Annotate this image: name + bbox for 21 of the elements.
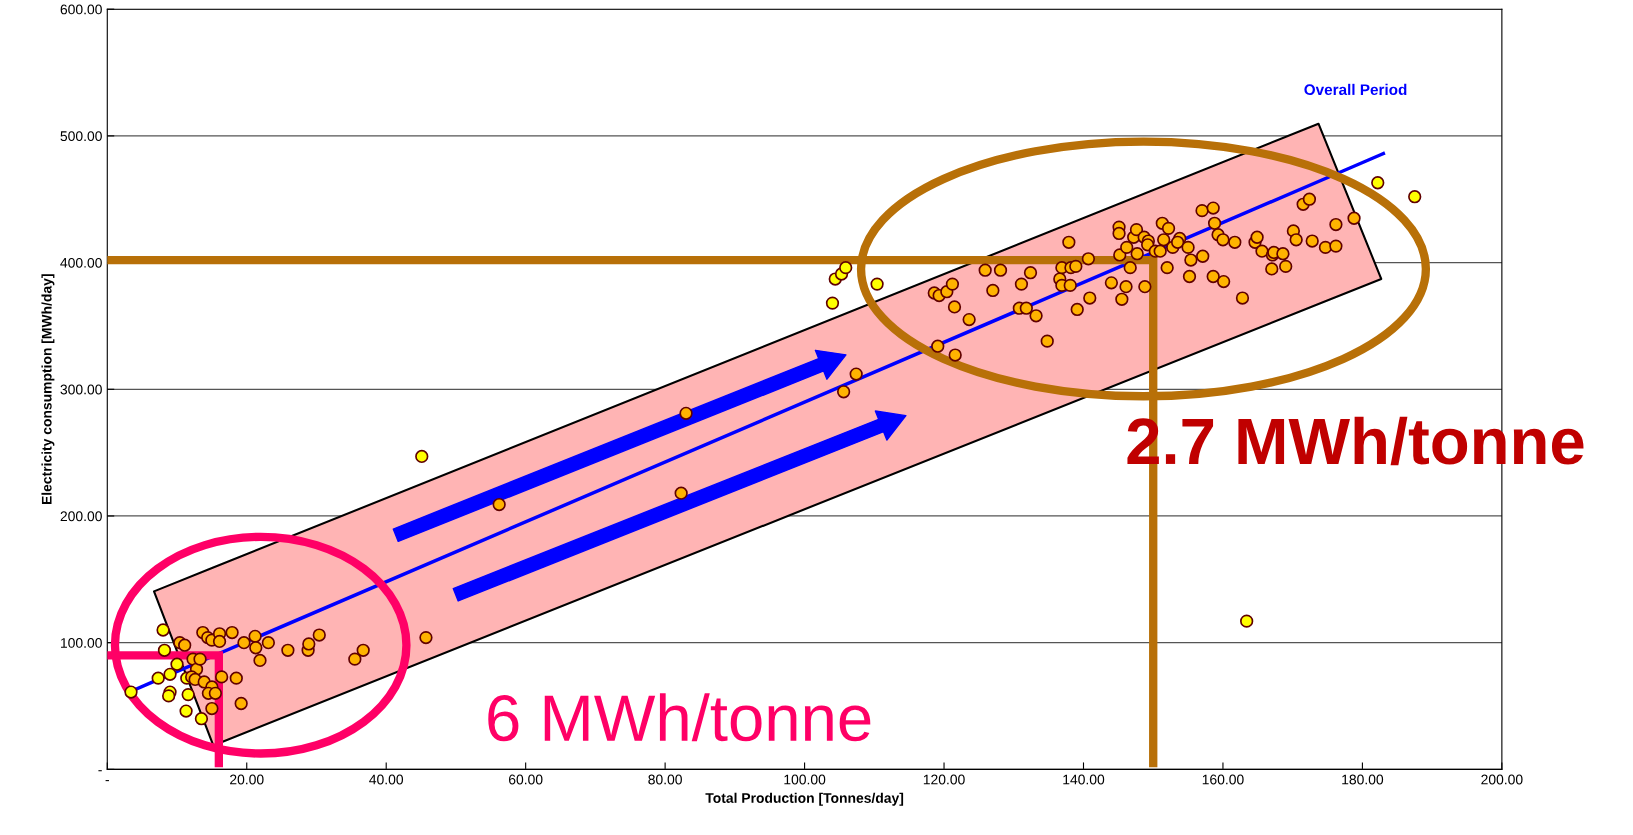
y-tick-label: 100.00	[61, 638, 102, 648]
x-tick-label: 160.00	[1202, 774, 1244, 785]
text: Overall Period	[1304, 83, 1407, 96]
annotation: 6 MWh/tonne	[488, 693, 871, 742]
x-tick-label: 180.00	[1342, 774, 1384, 785]
y-tick-label: -	[98, 770, 102, 772]
y-tick-label: 200.00	[60, 511, 102, 522]
y-axis-title: Electricity consumption [MWh/day]	[41, 274, 55, 505]
x-axis-title: Total Production [Tonnes/day]	[705, 792, 904, 806]
y-tick-label: 300.00	[60, 384, 102, 395]
x-tick-label: 40.00	[369, 774, 404, 785]
x-tick-label: 120.00	[923, 774, 965, 785]
x-tick-label: 100.00	[784, 774, 826, 785]
y-tick-label: 500.00	[60, 131, 102, 142]
x-tick-label: 140.00	[1063, 774, 1105, 785]
x-tick-label: 60.00	[508, 774, 543, 785]
x-tick-label: 80.00	[648, 774, 682, 785]
x-tick-label: 20.00	[230, 774, 264, 785]
y-tick-label: 400.00	[60, 257, 102, 268]
x-tick-label: 200.00	[1481, 774, 1523, 785]
y-tick-label: 600.00	[60, 4, 102, 15]
